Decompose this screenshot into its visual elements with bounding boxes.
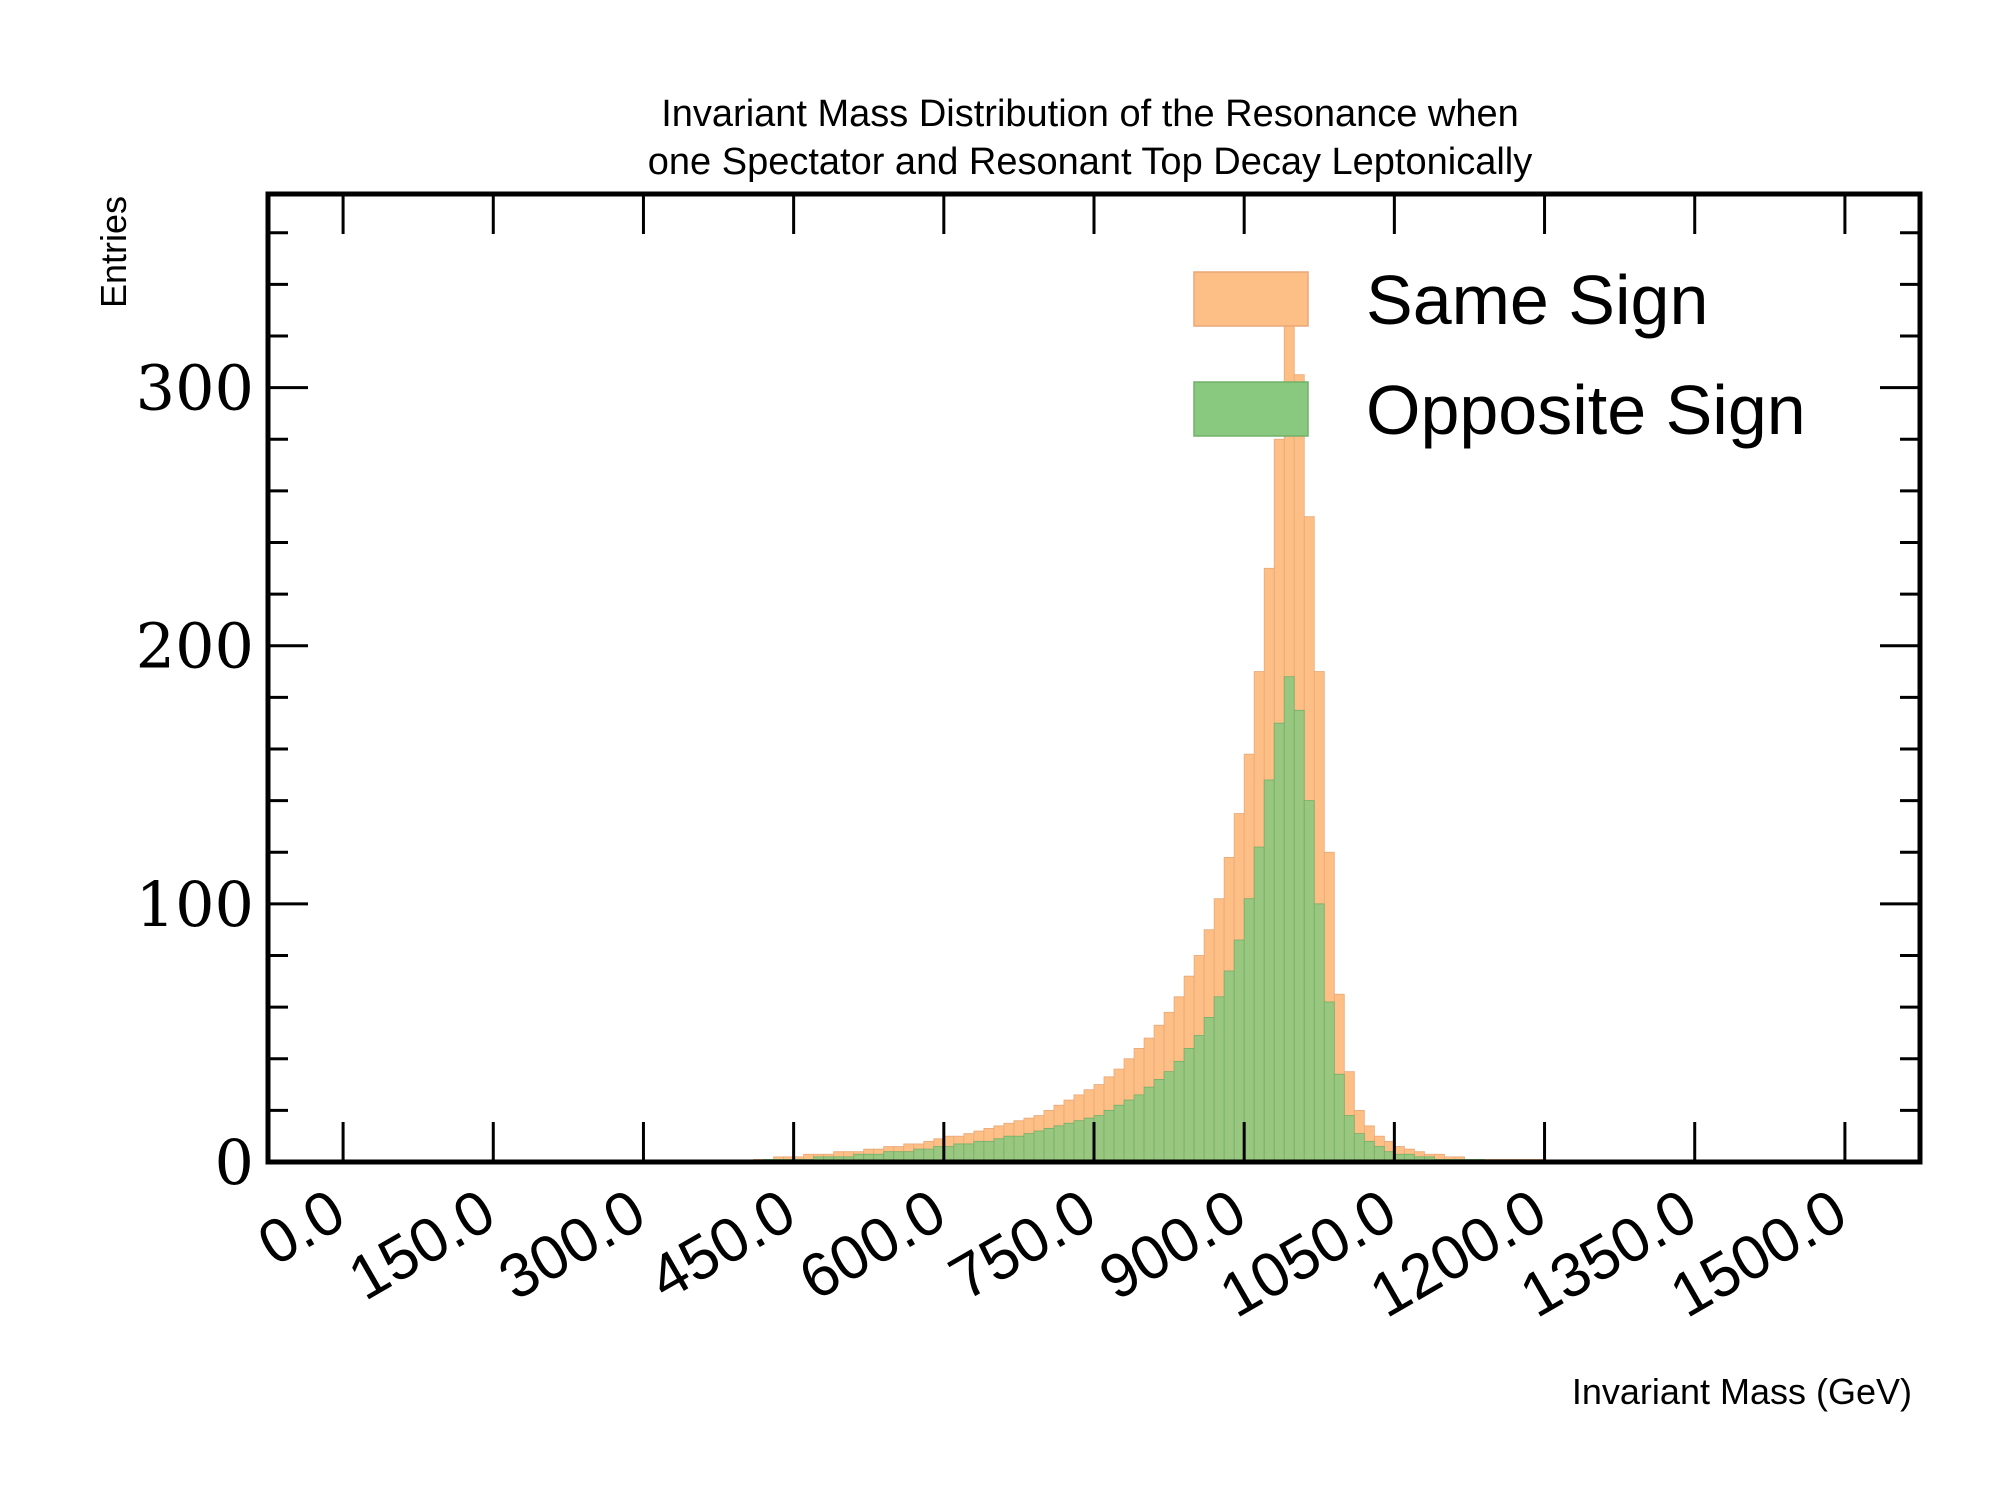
legend-label-opposite-sign: Opposite Sign — [1366, 371, 1806, 449]
y-tick-label: 100 — [136, 868, 254, 941]
bar-opposite-sign — [1263, 779, 1275, 1163]
legend-label-same-sign: Same Sign — [1366, 261, 1708, 339]
bar-opposite-sign — [1213, 996, 1225, 1163]
bar-opposite-sign — [1043, 1128, 1055, 1163]
x-tick-label: 600.0 — [788, 1176, 957, 1313]
y-tick-label: 200 — [136, 610, 254, 683]
bar-opposite-sign — [1313, 903, 1325, 1163]
bar-opposite-sign — [953, 1143, 965, 1163]
legend: Same Sign Opposite Sign — [1193, 261, 1806, 449]
bar-opposite-sign — [1293, 709, 1305, 1163]
bar-opposite-sign — [1053, 1125, 1065, 1163]
legend-swatch-same-sign — [1193, 271, 1309, 327]
bar-opposite-sign — [1003, 1135, 1015, 1163]
y-tick-label: 300 — [136, 352, 254, 425]
bar-opposite-sign — [1063, 1122, 1075, 1163]
x-tick-label: 1050.0 — [1209, 1176, 1408, 1331]
bar-opposite-sign — [1103, 1109, 1115, 1163]
bar-opposite-sign — [1133, 1094, 1145, 1163]
bar-opposite-sign — [1303, 800, 1315, 1163]
y-axis-label: Entries — [93, 196, 134, 308]
bar-opposite-sign — [973, 1140, 985, 1163]
bar-opposite-sign — [1083, 1117, 1095, 1163]
bar-opposite-sign — [1353, 1133, 1365, 1163]
bar-opposite-sign — [1113, 1104, 1125, 1163]
x-axis-label: Invariant Mass (GeV) — [1572, 1371, 1912, 1412]
bar-opposite-sign — [1123, 1099, 1135, 1163]
chart-title-line-2: one Spectator and Resonant Top Decay Lep… — [648, 141, 1532, 183]
bar-opposite-sign — [1183, 1048, 1195, 1163]
chart-title-line-1: Invariant Mass Distribution of the Reson… — [661, 93, 1519, 135]
bar-opposite-sign — [1073, 1120, 1085, 1163]
x-tick-label: 1350.0 — [1509, 1176, 1708, 1331]
x-tick-label: 450.0 — [638, 1176, 807, 1313]
bar-opposite-sign — [963, 1143, 975, 1163]
bar-opposite-sign — [983, 1140, 995, 1163]
bar-opposite-sign — [1283, 676, 1295, 1163]
bar-opposite-sign — [1023, 1133, 1035, 1163]
plot-frame — [265, 191, 1923, 1165]
x-tick-label: 1500.0 — [1659, 1176, 1858, 1331]
bar-opposite-sign — [1333, 1073, 1345, 1163]
x-tick-label: 300.0 — [488, 1176, 657, 1313]
histogram-bars — [753, 283, 1545, 1163]
bar-opposite-sign — [1193, 1035, 1205, 1163]
legend-swatch-opposite-sign — [1193, 381, 1309, 437]
y-tick-labels: 0 100 200 300 — [136, 352, 254, 1199]
x-tick-label: 150.0 — [337, 1176, 506, 1313]
chart-title: Invariant Mass Distribution of the Reson… — [648, 93, 1532, 183]
bar-opposite-sign — [993, 1138, 1005, 1163]
bar-opposite-sign — [1163, 1071, 1175, 1163]
bar-opposite-sign — [1233, 939, 1245, 1163]
bar-opposite-sign — [1093, 1115, 1105, 1163]
y-tick-label: 0 — [215, 1126, 254, 1199]
bar-opposite-sign — [1343, 1115, 1355, 1163]
bar-opposite-sign — [1323, 1001, 1335, 1163]
x-tick-labels: 0.0150.0300.0450.0600.0750.0900.01050.01… — [247, 1176, 1858, 1331]
bar-opposite-sign — [1033, 1130, 1045, 1163]
bar-opposite-sign — [1013, 1135, 1025, 1163]
bar-opposite-sign — [1143, 1086, 1155, 1163]
x-tick-label: 750.0 — [938, 1176, 1107, 1313]
bar-opposite-sign — [1363, 1140, 1375, 1163]
axis-ticks — [268, 194, 1920, 1164]
x-tick-label: 1200.0 — [1359, 1176, 1558, 1331]
bar-opposite-sign — [1223, 970, 1235, 1163]
bar-opposite-sign — [1173, 1060, 1185, 1163]
x-tick-label: 0.0 — [247, 1176, 356, 1279]
bar-opposite-sign — [1153, 1079, 1165, 1163]
bar-opposite-sign — [1203, 1017, 1215, 1163]
bar-opposite-sign — [1253, 846, 1265, 1163]
bar-opposite-sign — [1273, 722, 1285, 1163]
